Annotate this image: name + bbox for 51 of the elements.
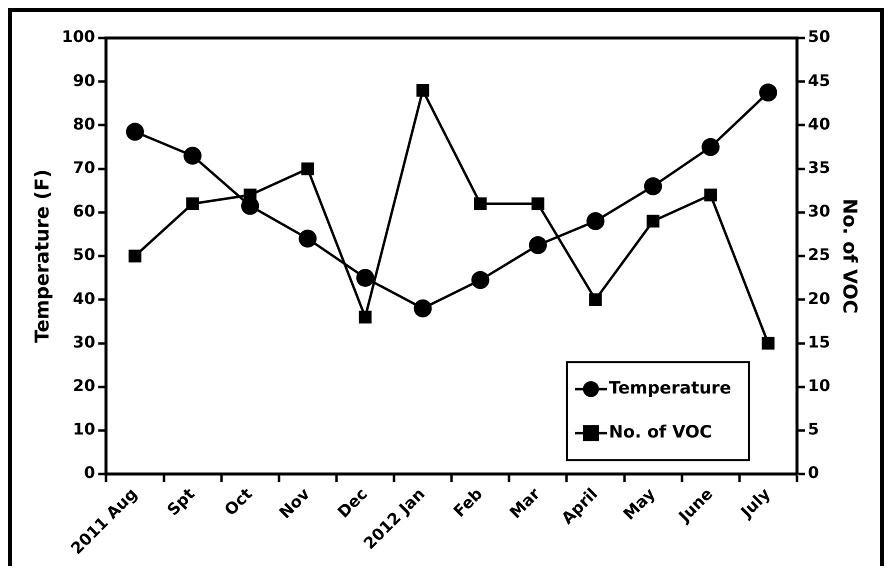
point [704,188,717,202]
point [532,197,544,210]
y2-tick-label: 25 [808,245,830,264]
y2-tick-label: 30 [808,202,830,221]
y2-tick-label: 10 [808,376,830,396]
y2-tick-label: 40 [808,114,830,134]
point [528,236,547,254]
legend-label: No. of VOC [608,422,712,443]
point [646,214,660,228]
x-tick-label: Oct [220,484,256,520]
y-tick-label: 100 [62,27,96,46]
y2-tick-label: 20 [808,288,830,308]
x-tick-label: Spt [163,484,199,520]
y2-tick-label: 35 [808,158,830,177]
legend-label: Temperature [608,378,732,399]
point [126,122,144,141]
y-tick-label: 0 [84,463,96,482]
y-tick-label: 30 [72,332,96,352]
point [298,230,317,248]
y-tick-label: 90 [72,70,96,90]
point [301,162,314,176]
point [762,336,775,350]
point [759,84,778,102]
y-tick-label: 20 [72,376,96,396]
y-tick-label: 80 [72,114,96,134]
y2-axis-title: No. of VOC [838,198,861,314]
point [414,299,432,318]
point [586,212,604,230]
point [356,268,374,287]
y-tick-label: 40 [72,288,96,308]
point [471,271,490,290]
point [589,293,602,306]
y-tick-label: 60 [72,202,96,221]
y2-tick-label: 15 [808,332,830,352]
y2-tick-label: 50 [808,27,830,46]
point [184,146,202,165]
y-axis-title: Temperature (F) [31,169,54,343]
y2-tick-label: 5 [808,420,820,439]
y-tick-label: 10 [72,420,96,439]
y-tick-label: 50 [72,245,96,264]
y2-tick-label: 45 [808,70,830,90]
point [644,177,662,196]
point [474,197,487,210]
point [702,138,720,156]
point [186,197,199,210]
point [358,310,372,324]
y2-tick-label: 0 [808,463,820,482]
y-tick-label: 70 [72,158,96,177]
point [416,84,430,97]
x-tick-label: Feb [450,484,486,521]
point [128,250,142,262]
